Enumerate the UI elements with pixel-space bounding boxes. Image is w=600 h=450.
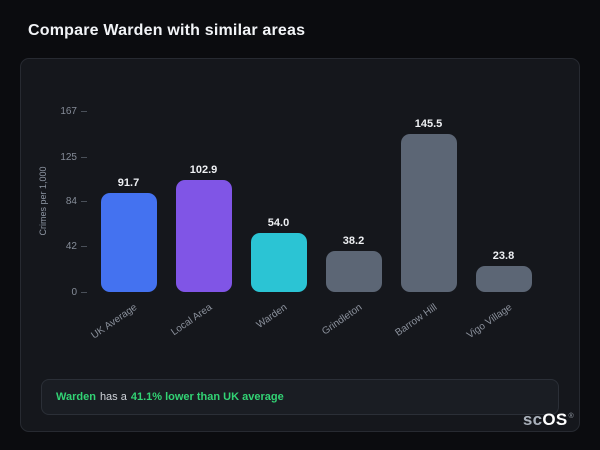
bar-group: 23.8 — [466, 250, 541, 292]
page-title: Compare Warden with similar areas — [28, 22, 306, 39]
plot-area: 91.7 102.9 54.0 38.2 145.5 23.8 — [91, 111, 541, 292]
x-tick-label: Barrow Hill — [392, 302, 439, 339]
y-tick-label: 42 — [65, 241, 77, 253]
bar-value-label: 102.9 — [189, 164, 218, 176]
bar-value-label: 145.5 — [414, 118, 443, 130]
bar-barrow-hill[interactable] — [400, 134, 457, 292]
registered-mark-icon: ® — [568, 413, 574, 421]
x-tick-label: Vigo Village — [464, 302, 514, 342]
bar-value-label: 38.2 — [342, 235, 365, 247]
x-tick-label: Local Area — [168, 302, 214, 339]
y-tick-mark — [81, 200, 87, 202]
brand-suffix: OS — [542, 410, 568, 429]
bar-grindleton[interactable] — [325, 251, 382, 292]
note-middle: has a — [99, 391, 127, 403]
y-tick-mark — [81, 111, 87, 112]
y-tick-label: 167 — [60, 106, 77, 117]
brand-logo: scOS® — [523, 410, 574, 430]
y-tick-label: 84 — [65, 195, 77, 207]
y-tick-mark — [81, 292, 87, 293]
x-tick-label: UK Average — [88, 302, 139, 342]
bar-warden[interactable] — [250, 233, 307, 292]
bar-group: 102.9 — [166, 164, 241, 292]
x-tick-label: Warden — [254, 302, 289, 331]
y-tick-mark — [81, 156, 87, 158]
note-subject: Warden — [56, 391, 96, 403]
y-tick-label: 0 — [71, 287, 77, 298]
chart-card: Crimes per 1,000 167 125 84 42 0 91.7 102.9 54… — [20, 58, 580, 432]
bar-value-label: 23.8 — [492, 250, 515, 262]
brand-prefix: sc — [522, 410, 543, 429]
bar-chart: Crimes per 1,000 167 125 84 42 0 91.7 102.9 54… — [21, 59, 579, 431]
bar-local-area[interactable] — [175, 180, 232, 292]
y-tick-mark — [81, 246, 87, 248]
y-tick-label: 125 — [60, 151, 77, 163]
bar-group: 54.0 — [241, 217, 316, 292]
bar-vigo-village[interactable] — [475, 266, 532, 292]
bar-group: 38.2 — [316, 235, 391, 292]
bar-value-label: 54.0 — [267, 217, 290, 229]
bar-uk-average[interactable] — [100, 193, 157, 292]
bar-group: 145.5 — [391, 118, 466, 292]
bar-group: 91.7 — [91, 177, 166, 292]
bar-value-label: 91.7 — [117, 177, 140, 189]
comparison-note: Warden has a 41.1% lower than UK average — [41, 379, 559, 415]
note-highlight: 41.1% lower than UK average — [130, 391, 284, 403]
x-tick-label: Grindleton — [319, 302, 364, 338]
